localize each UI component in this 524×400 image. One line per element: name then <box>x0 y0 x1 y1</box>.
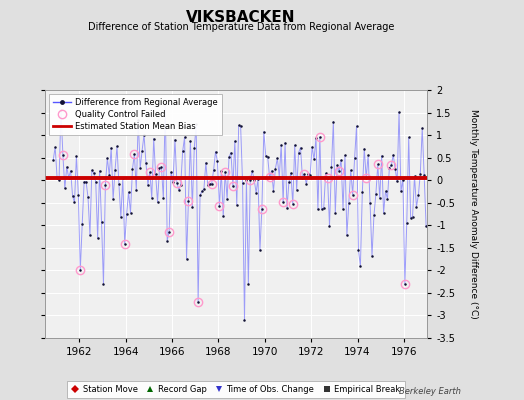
Text: VIKSBACKEN: VIKSBACKEN <box>187 10 296 25</box>
Legend: Station Move, Record Gap, Time of Obs. Change, Empirical Break: Station Move, Record Gap, Time of Obs. C… <box>67 381 405 398</box>
Text: Berkeley Earth: Berkeley Earth <box>399 387 461 396</box>
Y-axis label: Monthly Temperature Anomaly Difference (°C): Monthly Temperature Anomaly Difference (… <box>469 109 478 319</box>
Text: Difference of Station Temperature Data from Regional Average: Difference of Station Temperature Data f… <box>88 22 394 32</box>
